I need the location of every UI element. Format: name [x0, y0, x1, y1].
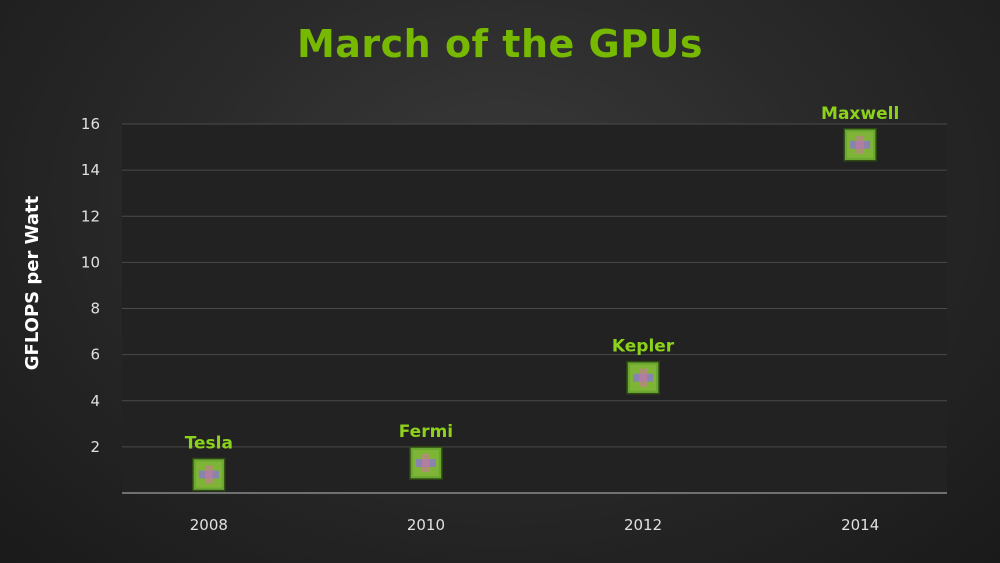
point-label: Tesla [185, 434, 233, 454]
slide-title: March of the GPUs [296, 22, 704, 66]
point-label: Kepler [612, 337, 675, 357]
chip-core-mark [856, 135, 865, 154]
y-axis-label: GFLOPS per Watt [22, 195, 43, 370]
x-axis-ticks: 2008 2010 2012 2014 [190, 516, 880, 534]
y-tick-label: 14 [81, 161, 100, 179]
gpu-chip-point: Tesla [185, 434, 233, 492]
y-tick-label: 2 [90, 438, 100, 456]
gpu-chip-point: Kepler [612, 337, 675, 395]
x-tick-label: 2010 [407, 516, 445, 534]
x-tick-label: 2012 [624, 516, 662, 534]
gpu-chip-point: Maxwell [821, 104, 899, 162]
chip-core-mark [204, 465, 213, 484]
y-tick-label: 6 [90, 346, 100, 364]
data-points: Tesla Fermi Kepler Maxwell [185, 104, 899, 492]
gridlines [122, 123, 947, 494]
x-tick-label: 2008 [190, 516, 228, 534]
y-tick-label: 4 [90, 392, 100, 410]
y-axis-ticks: 2 4 6 8 10 12 14 16 [81, 115, 100, 456]
gpu-chip-point: Fermi [399, 422, 453, 480]
x-tick-label: 2014 [841, 516, 879, 534]
point-label: Fermi [399, 422, 453, 442]
chip-core-mark [421, 454, 430, 473]
y-tick-label: 10 [81, 253, 100, 271]
y-tick-label: 12 [81, 207, 100, 225]
y-tick-label: 8 [90, 300, 100, 318]
y-tick-label: 16 [81, 115, 100, 133]
chip-core-mark [639, 368, 648, 387]
point-label: Maxwell [821, 104, 899, 124]
